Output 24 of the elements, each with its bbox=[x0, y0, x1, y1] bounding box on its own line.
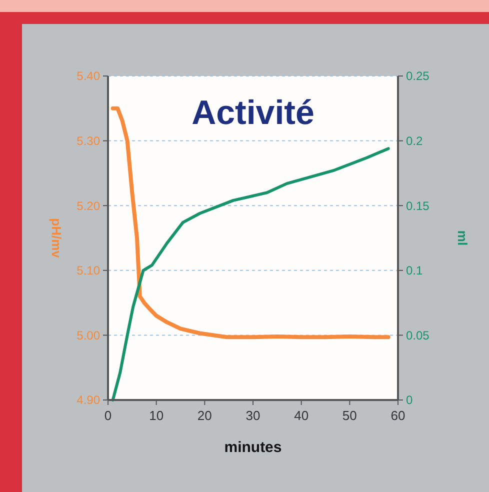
x-tick-label: 50 bbox=[342, 408, 357, 423]
y2-tick-label: 0.2 bbox=[406, 134, 424, 148]
x-tick-label: 40 bbox=[294, 408, 309, 423]
y-tick-label: 5.10 bbox=[76, 264, 100, 278]
y-tick-label: 5.00 bbox=[76, 328, 100, 342]
y-tick-label: 5.40 bbox=[76, 69, 100, 84]
x-tick-label: 60 bbox=[390, 408, 406, 423]
y2-tick-label: 0.25 bbox=[406, 69, 430, 84]
y2-tick-label: 0.05 bbox=[406, 328, 430, 342]
x-tick-label: 10 bbox=[149, 408, 164, 423]
x-tick-label: 30 bbox=[246, 408, 260, 423]
text: Activité bbox=[192, 94, 314, 132]
y-tick-label: 4.90 bbox=[76, 393, 100, 408]
y-tick-label: 5.30 bbox=[76, 134, 100, 148]
y2-axis-title: ml bbox=[455, 230, 470, 246]
y2-tick-label: 0 bbox=[406, 393, 413, 408]
y2-tick-label: 0.15 bbox=[406, 198, 430, 213]
x-tick-label: 20 bbox=[197, 408, 212, 423]
y-axis-title: pH/mv bbox=[49, 218, 64, 259]
y-tick-label: 5.20 bbox=[76, 198, 100, 213]
line-series bbox=[111, 147, 390, 402]
x-tick-label: 0 bbox=[104, 408, 112, 423]
x-axis-title: minutes bbox=[224, 439, 282, 456]
y2-tick-label: 0.1 bbox=[406, 264, 424, 278]
